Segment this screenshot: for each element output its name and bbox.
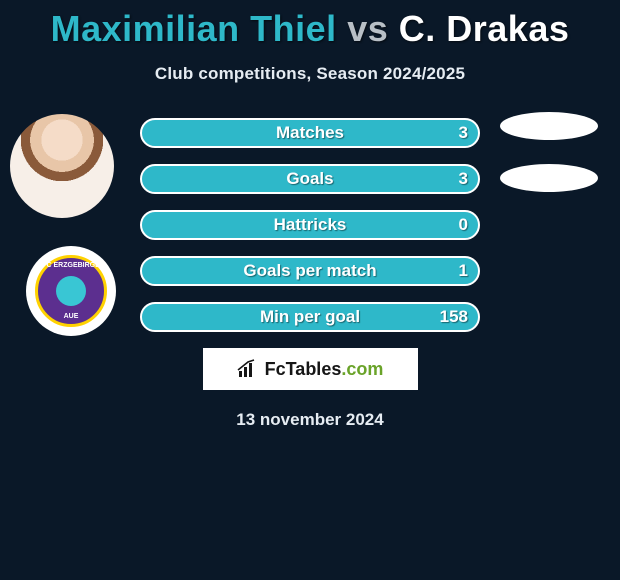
chart-icon — [237, 359, 259, 379]
brand-logo-text: FcTables.com — [265, 359, 384, 380]
stat-value: 158 — [440, 307, 468, 327]
stat-pill: Goals per match 1 — [140, 256, 480, 286]
stat-value: 3 — [459, 169, 468, 189]
brand-tld: .com — [341, 359, 383, 379]
stat-label: Goals per match — [243, 261, 376, 281]
stat-label: Matches — [276, 123, 344, 143]
stat-pill: Goals 3 — [140, 164, 480, 194]
stat-pill: Hattricks 0 — [140, 210, 480, 240]
brand-logo-box: FcTables.com — [203, 348, 418, 390]
stat-row: Goals 3 — [140, 164, 480, 194]
stat-pill: Matches 3 — [140, 118, 480, 148]
club-badge-text-top: FC ERZGEBIRGE — [42, 262, 100, 269]
body-area: FC ERZGEBIRGE AUE Matches 3 Goals 3 Hatt… — [0, 118, 620, 430]
page-title: Maximilian Thiel vs C. Drakas — [0, 0, 620, 50]
player-avatar — [10, 114, 114, 218]
title-player2: C. Drakas — [399, 8, 570, 49]
stat-bars: Matches 3 Goals 3 Hattricks 0 Goals per … — [140, 118, 480, 332]
date-text: 13 november 2024 — [0, 410, 620, 430]
stat-value: 0 — [459, 215, 468, 235]
club-badge-text-bot: AUE — [64, 313, 79, 320]
brand-name: FcTables — [265, 359, 342, 379]
club-badge: FC ERZGEBIRGE AUE — [26, 246, 116, 336]
stat-row: Min per goal 158 — [140, 302, 480, 332]
stat-label: Goals — [286, 169, 333, 189]
club-badge-core — [56, 276, 86, 306]
stat-label: Hattricks — [274, 215, 347, 235]
stat-label: Min per goal — [260, 307, 360, 327]
stat-row: Goals per match 1 — [140, 256, 480, 286]
title-vs: vs — [347, 8, 388, 49]
stat-value: 1 — [459, 261, 468, 281]
stat-pill: Min per goal 158 — [140, 302, 480, 332]
stat-value: 3 — [459, 123, 468, 143]
title-player1: Maximilian Thiel — [51, 8, 337, 49]
subtitle: Club competitions, Season 2024/2025 — [0, 64, 620, 84]
stat-row: Hattricks 0 — [140, 210, 480, 240]
club-badge-inner: FC ERZGEBIRGE AUE — [35, 255, 107, 327]
stat-row: Matches 3 — [140, 118, 480, 148]
